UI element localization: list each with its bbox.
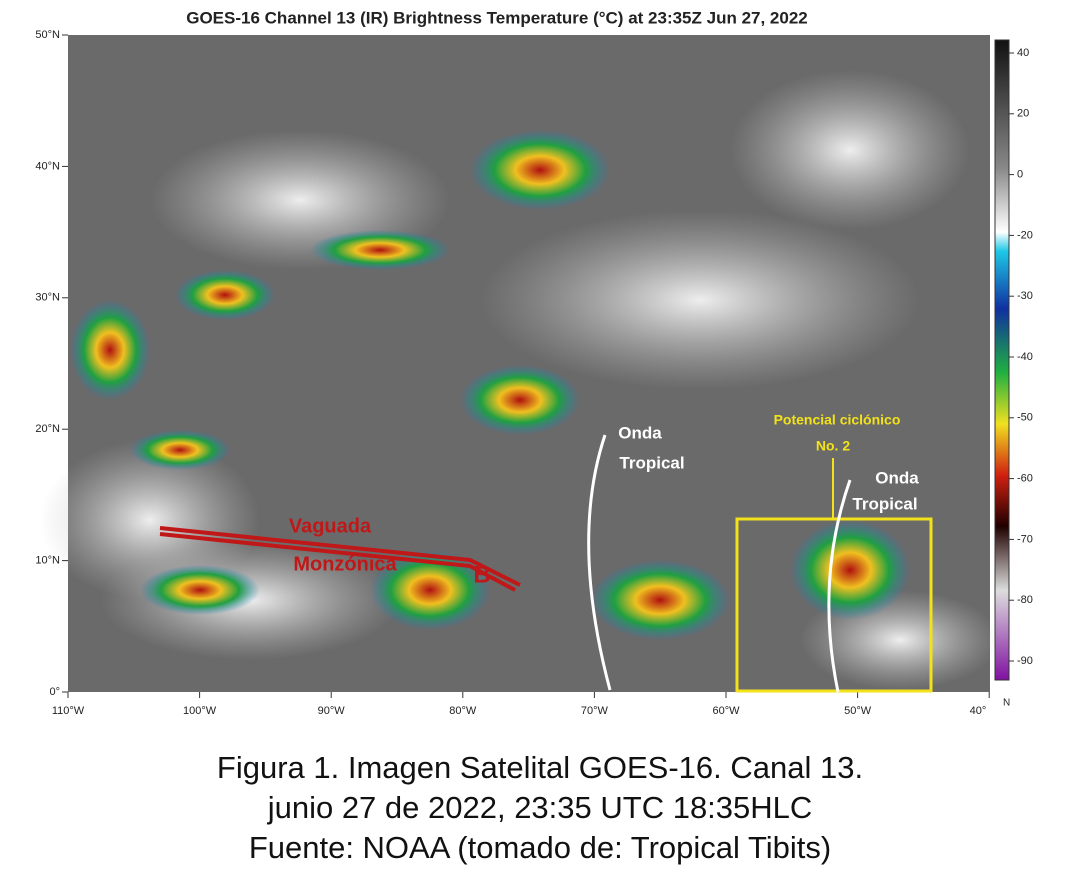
lon-label: 90°W <box>318 705 346 717</box>
colorbar-tick-label: 20 <box>1017 108 1029 120</box>
colorbar-tick-label: -20 <box>1017 229 1033 241</box>
wave-label: Tropical <box>852 494 917 513</box>
wave-label: Tropical <box>619 453 684 472</box>
lat-label: 10°N <box>35 555 60 567</box>
lat-label: 50°N <box>35 29 60 41</box>
caption-line: junio 27 de 2022, 23:35 UTC 18:35HLC <box>267 790 813 825</box>
map-title: GOES-16 Channel 13 (IR) Brightness Tempe… <box>186 8 808 27</box>
cyclone-label: No. 2 <box>816 438 850 454</box>
satellite-figure: GOES-16 Channel 13 (IR) Brightness Tempe… <box>35 8 1033 717</box>
trough-label: Vaguada <box>289 515 372 537</box>
colorbar-tick-label: -30 <box>1017 290 1033 302</box>
lon-label: 80°W <box>449 705 477 717</box>
cyclone-label: Potencial ciclónico <box>774 412 901 428</box>
colorbar-tick-label: -70 <box>1017 533 1033 545</box>
colorbar-tick-label: 40 <box>1017 47 1029 59</box>
wave-label: Onda <box>875 468 919 487</box>
convective-cells <box>70 130 910 640</box>
lon-label: 70°W <box>581 705 609 717</box>
trough-line <box>159 526 521 592</box>
colorbar-tick-label: -50 <box>1017 412 1033 424</box>
trough-label: Monzónica <box>293 553 397 575</box>
colorbar-tick-label: 0 <box>1017 169 1023 181</box>
lat-label: 0° <box>49 686 60 698</box>
colorbar-tick-label: -90 <box>1017 655 1033 667</box>
colorbar <box>994 39 1010 681</box>
tropical-wave-line <box>827 479 852 693</box>
colorbar-ticks: 40 20 0 -20 -30 -40 -50 -60 -70 -80 -90 <box>1009 47 1033 667</box>
lat-label: 20°N <box>35 423 60 435</box>
low-label: B <box>473 561 490 588</box>
lon-label: 60°W <box>712 705 740 717</box>
colorbar-end-label: N <box>1003 698 1010 709</box>
lat-label: 30°N <box>35 292 60 304</box>
latitude-labels: 50°N 40°N 30°N 20°N 10°N 0° <box>35 29 68 698</box>
colorbar-tick-label: -40 <box>1017 351 1033 363</box>
lon-label: 110°W <box>52 705 85 717</box>
caption-line: Fuente: NOAA (tomado de: Tropical Tibits… <box>248 830 832 865</box>
lon-label: 100°W <box>183 705 217 717</box>
colorbar-tick-label: -80 <box>1017 594 1033 606</box>
lat-label: 40°N <box>35 160 60 172</box>
longitude-labels: 110°W 100°W 90°W 80°W 70°W 60°W 50°W 40° <box>52 692 990 717</box>
colorbar-tick-label: -60 <box>1017 473 1033 485</box>
lon-label: 50°W <box>844 705 872 717</box>
caption-line: Figura 1. Imagen Satelital GOES-16. Cana… <box>216 750 864 785</box>
lon-label: 40° <box>970 705 987 717</box>
tropical-wave-line <box>587 434 612 691</box>
wave-label: Onda <box>618 423 662 442</box>
